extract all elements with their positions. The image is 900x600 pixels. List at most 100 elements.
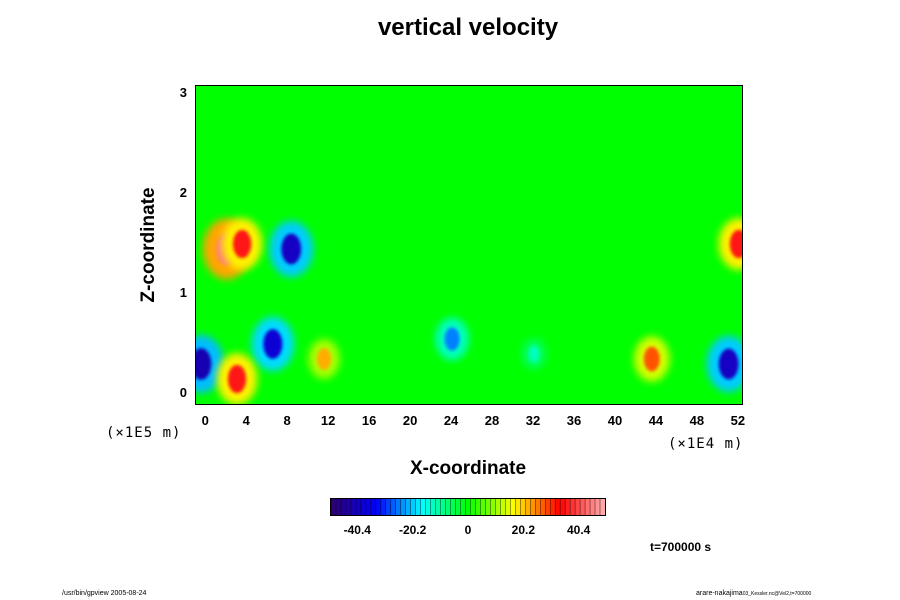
colorbar-segment [335,499,342,515]
colorbar-segment [495,499,501,515]
y-tick-label: 1 [179,285,187,300]
colorbar-segment [395,499,402,515]
colorbar-segment [485,499,491,515]
colorbar-segment [470,499,476,515]
colorbar-segment [370,499,377,515]
colorbar-tick-label: -40.4 [343,523,371,537]
colorbar-segment [450,499,456,515]
colorbar-segment [530,499,536,515]
colorbar-segment [545,499,551,515]
colorbar-segment [520,499,526,515]
colorbar-segment [490,499,496,515]
colorbar-segment [600,499,606,515]
colorbar-segment [400,499,407,515]
plot-area [195,85,743,405]
colorbar-segment [365,499,372,515]
colorbar-tick-label: 0 [464,523,472,537]
footer-right-small: 03_Kessler.nc@Vel2,t=700000 [742,591,812,597]
colorbar-segment [350,499,357,515]
colorbar-segment [331,499,337,515]
colorbar-segment [420,499,426,515]
footer-right-main: arare-nakajima [696,590,743,597]
x-tick-label: 28 [484,413,500,428]
x-tick-label: 40 [607,413,623,428]
x-tick-label: 32 [525,413,541,428]
x-scale-label: (×1E4 m) [668,436,744,452]
x-axis-label: X-coordinate [409,458,527,479]
x-tick-label: 0 [201,413,209,428]
colorbar-segment [460,499,466,515]
colorbar-segment [500,499,506,515]
y-tick-label: 0 [179,385,187,400]
x-tick-label: 24 [443,413,459,428]
colorbar-segment [525,499,531,515]
field-feature-core [232,229,252,259]
x-tick-label: 36 [566,413,582,428]
x-tick-label: 16 [361,413,377,428]
colorbar-segment [580,499,586,515]
colorbar-segment [455,499,461,515]
heatmap-field [196,218,742,404]
colorbar-segment [385,499,392,515]
y-scale-label: (×1E5 m) [106,425,182,441]
colorbar-segment [415,499,421,515]
field-feature-core [227,364,247,394]
colorbar-segment [375,499,382,515]
colorbar-segment [425,499,431,515]
colorbar-segment [390,499,397,515]
colorbar-segment [465,499,471,515]
colorbar-segment [360,499,367,515]
colorbar-segment [555,499,561,515]
colorbar-segment [575,499,581,515]
colorbar-segment [510,499,516,515]
colorbar-segment [405,499,412,515]
colorbar-tick-label: 20.2 [511,523,536,537]
colorbar-segment [440,499,446,515]
field-feature-core [281,233,302,265]
field-feature-core [729,229,742,259]
field-feature-core [643,346,660,372]
x-tick-label: 20 [402,413,418,428]
colorbar-segment [535,499,541,515]
y-tick-label: 3 [179,85,187,100]
colorbar-segment [410,499,416,515]
colorbar [330,498,606,516]
field-feature-core [444,327,460,351]
field-feature-core [263,329,283,359]
field-feature-core [196,348,212,380]
colorbar-segment [595,499,601,515]
field-feature-core [316,348,332,370]
x-tick-label: 12 [320,413,336,428]
colorbar-segment [445,499,451,515]
x-tick-label: 8 [283,413,291,428]
x-tick-label: 52 [730,413,746,428]
colorbar-segment [340,499,347,515]
time-label: t=700000 s [650,540,712,554]
colorbar-segment [565,499,571,515]
colorbar-tick-label: -20.2 [398,523,427,537]
x-tick-label: 44 [648,413,664,428]
y-axis-label: Z-coordinate [138,187,159,303]
y-tick-label: 2 [179,185,187,200]
colorbar-tick-label: 40.4 [567,523,591,537]
colorbar-segment [585,499,591,515]
colorbar-segment [345,499,352,515]
footer-right: arare-nakajima03_Kessler.nc@Vel2,t=70000… [696,590,811,597]
colorbar-segment [505,499,511,515]
colorbar-segment [480,499,486,515]
field-feature-core [528,345,540,363]
colorbar-segment [435,499,441,515]
colorbar-segment [550,499,556,515]
x-tick-label: 48 [689,413,705,428]
colorbar-segment [590,499,596,515]
colorbar-segment [355,499,362,515]
colorbar-segment [560,499,566,515]
colorbar-segment [515,499,521,515]
colorbar-segment [380,499,387,515]
colorbar-segment [430,499,436,515]
colorbar-segment [475,499,481,515]
chart-title: vertical velocity [377,14,559,41]
colorbar-segment [570,499,576,515]
colorbar-segment [540,499,546,515]
footer-left: /usr/bin/gpview 2005-08-24 [62,590,147,597]
